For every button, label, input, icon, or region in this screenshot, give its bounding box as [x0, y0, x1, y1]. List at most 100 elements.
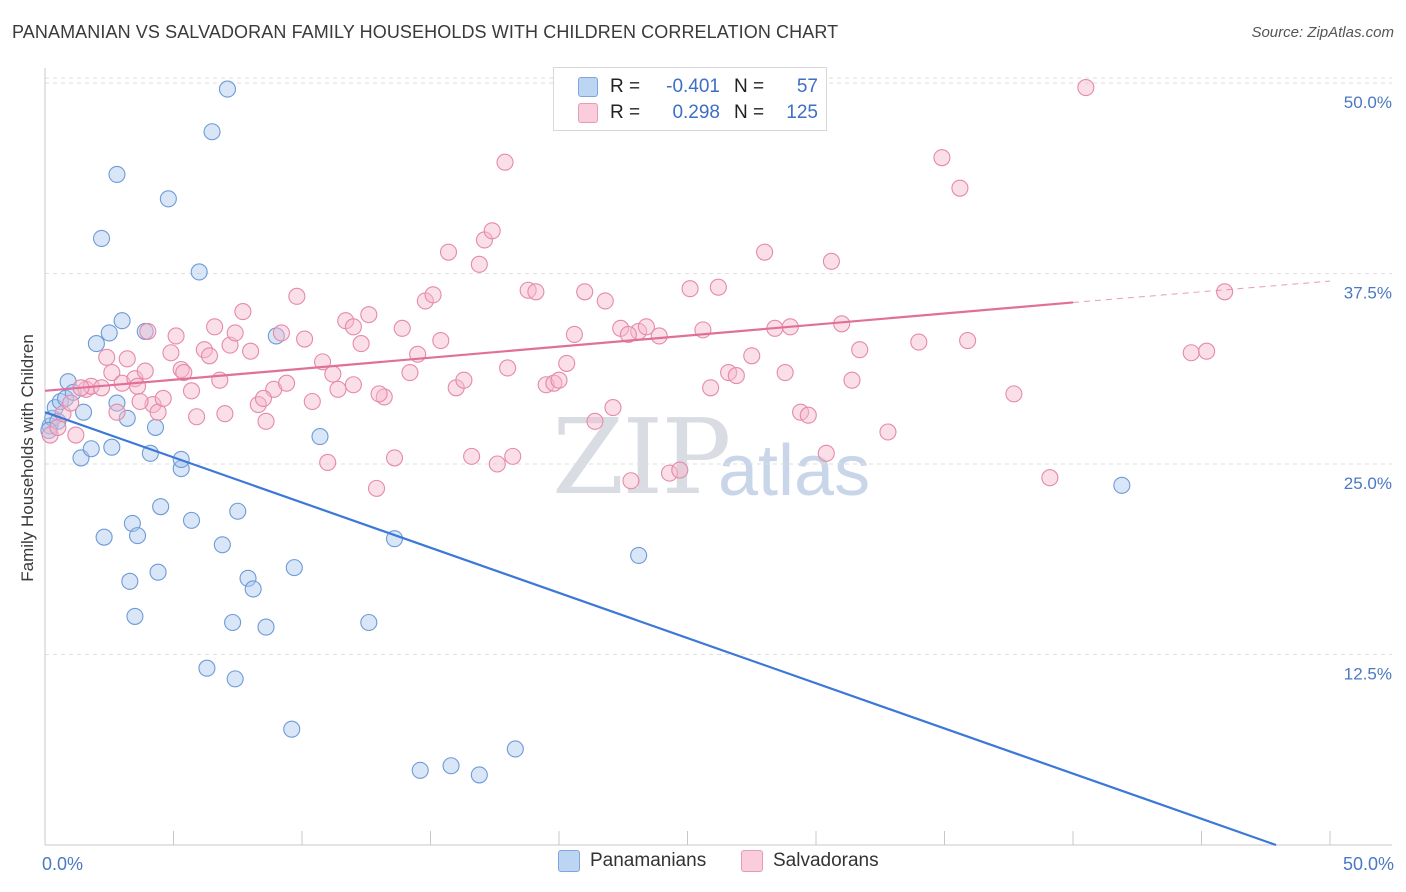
point-panamanians [103, 438, 121, 456]
legend-n-value: 125 [786, 102, 818, 123]
point-salvadorans [401, 364, 419, 382]
point-salvadorans [103, 364, 121, 382]
point-panamanians [470, 766, 488, 784]
point-salvadorans [499, 359, 517, 377]
point-salvadorans [385, 449, 404, 467]
y-tick-label: 37.5% [1344, 283, 1392, 302]
legend-item-panamanians[interactable]: Panamanians [558, 850, 706, 872]
point-panamanians [141, 444, 159, 462]
point-panamanians [146, 418, 165, 436]
point-panamanians [100, 324, 118, 342]
point-salvadorans [62, 394, 80, 412]
point-salvadorans [959, 331, 977, 350]
point-panamanians [82, 440, 100, 458]
point-panamanians [267, 327, 285, 345]
point-panamanians [226, 670, 244, 688]
point-panamanians [190, 263, 208, 281]
point-panamanians [108, 165, 126, 183]
point-salvadorans [496, 153, 514, 171]
point-salvadorans [822, 252, 840, 270]
point-salvadorans [550, 371, 568, 389]
point-salvadorans [558, 354, 576, 372]
point-salvadorans [681, 280, 699, 298]
point-panamanians [630, 546, 648, 564]
point-salvadorans [483, 222, 501, 240]
trend-lines [44, 280, 1331, 847]
point-panamanians [95, 528, 113, 546]
legend-label-panamanians: Panamanians [590, 850, 707, 871]
point-salvadorans [756, 243, 774, 261]
point-salvadorans [727, 367, 745, 385]
point-salvadorans [188, 408, 206, 426]
legend-r-value: 0.298 [672, 102, 720, 123]
series-legend: Panamanians Salvadorans [0, 850, 1406, 878]
y-tick-label: 50.0% [1344, 93, 1392, 112]
point-salvadorans [200, 347, 219, 365]
point-salvadorans [206, 318, 224, 336]
point-salvadorans [242, 342, 260, 360]
legend-r-value: -0.401 [666, 76, 720, 97]
x-tick-label: 0.0% [42, 854, 83, 874]
point-salvadorans [370, 385, 388, 403]
legend-item-salvadorans[interactable]: Salvadorans [741, 850, 879, 872]
point-salvadorans [463, 447, 481, 465]
point-panamanians [244, 580, 262, 598]
point-salvadorans [470, 255, 488, 273]
point-salvadorans [619, 325, 637, 344]
point-panamanians [92, 229, 111, 247]
point-salvadorans [344, 376, 362, 394]
point-panamanians [442, 757, 460, 775]
point-salvadorans [1198, 342, 1216, 360]
point-salvadorans [910, 333, 928, 351]
point-panamanians [113, 312, 131, 330]
point-panamanians [506, 740, 524, 758]
point-panamanians [152, 498, 170, 516]
axes [44, 68, 1392, 846]
point-salvadorans [951, 179, 969, 197]
point-salvadorans [709, 278, 727, 296]
legend-swatch-salvadorans [578, 103, 598, 123]
point-salvadorans [702, 379, 720, 397]
legend-label-salvadorans: Salvadorans [773, 850, 879, 871]
legend-row-panamanians: R = -0.401 N = 57 [578, 75, 818, 99]
point-panamanians [224, 613, 242, 632]
point-salvadorans [504, 447, 522, 465]
point-panamanians [75, 403, 93, 421]
legend-n-label: N = [734, 76, 765, 97]
point-salvadorans [167, 327, 185, 345]
point-salvadorans [108, 403, 126, 421]
point-panamanians [411, 761, 429, 779]
point-salvadorans [776, 364, 794, 382]
point-salvadorans [637, 318, 655, 336]
point-panamanians [182, 511, 201, 529]
point-salvadorans [319, 453, 337, 472]
point-panamanians [311, 428, 329, 446]
point-salvadorans [136, 362, 154, 380]
correlation-legend: R = -0.401 N = 57 R = 0.298 N = 125 [553, 67, 827, 131]
point-panamanians [257, 618, 275, 636]
point-salvadorans [162, 344, 180, 362]
point-panamanians [203, 123, 221, 141]
point-panamanians [218, 80, 237, 98]
point-salvadorans [128, 377, 147, 395]
point-salvadorans [432, 331, 450, 350]
point-salvadorans [1041, 469, 1059, 487]
point-salvadorans [455, 371, 473, 389]
point-salvadorans [1077, 79, 1095, 97]
point-salvadorans [172, 360, 190, 379]
point-panamanians [128, 527, 147, 545]
trend-extension-salvadorans [1072, 280, 1331, 303]
legend-swatch-salvadorans [741, 850, 763, 872]
point-salvadorans [118, 350, 136, 368]
point-salvadorans [565, 325, 583, 344]
point-panamanians [118, 409, 136, 427]
point-panamanians [239, 569, 257, 587]
legend-swatch-panamanians [558, 850, 580, 872]
point-salvadorans [67, 426, 85, 444]
point-salvadorans [817, 444, 835, 462]
point-salvadorans [393, 319, 411, 337]
point-panamanians [87, 335, 105, 353]
x-tick-label: 50.0% [1343, 854, 1394, 874]
point-salvadorans [288, 287, 306, 305]
